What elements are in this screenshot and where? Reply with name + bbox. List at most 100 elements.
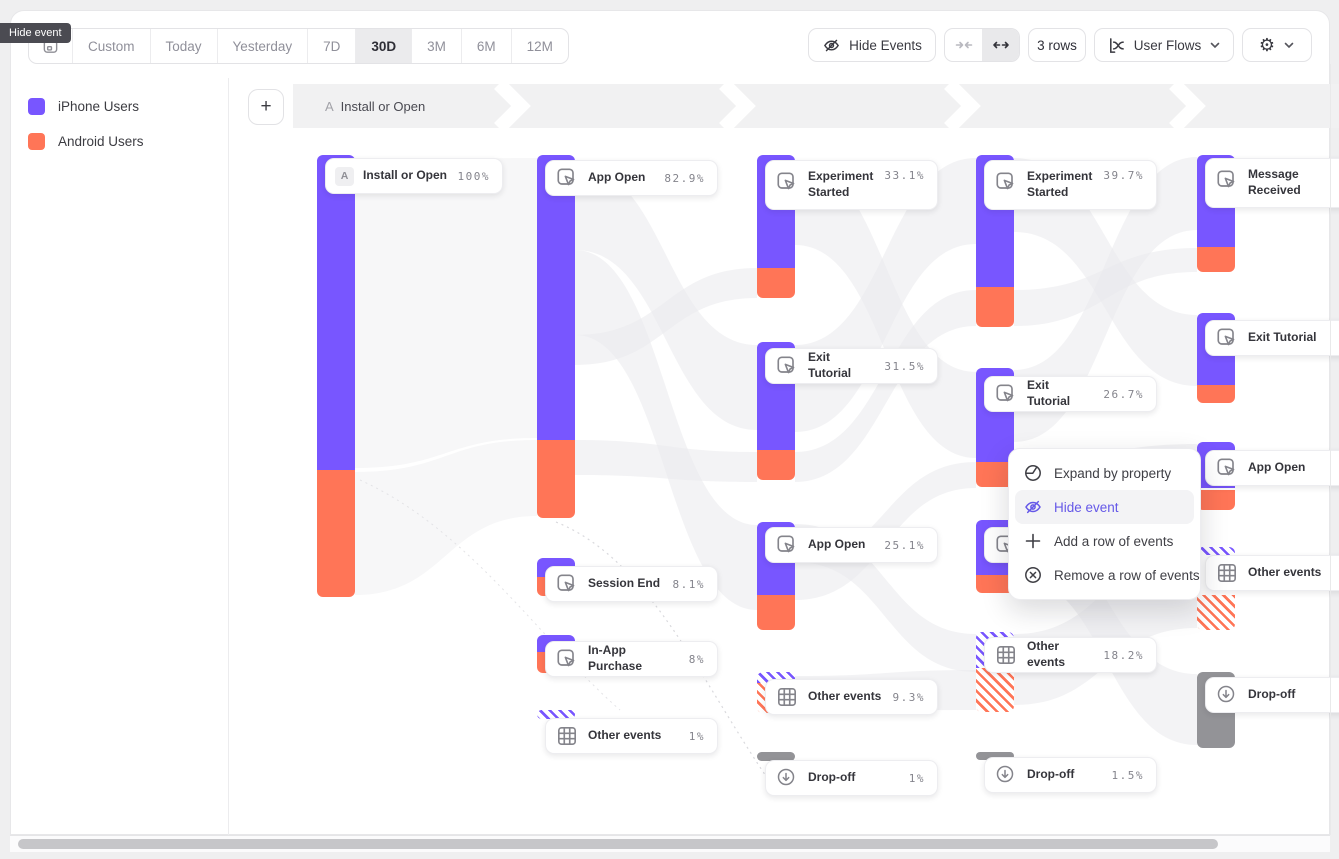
- flow-bar-drop-off-1-gray[interactable]: [757, 752, 795, 761]
- event-card-experiment-started-1[interactable]: Experiment Started 33.1%: [765, 160, 938, 210]
- grid-icon: [994, 643, 1018, 667]
- date-range-6m[interactable]: 6M: [460, 29, 511, 63]
- legend-label: Android Users: [58, 134, 144, 149]
- event-cursor-icon: [994, 170, 1018, 194]
- flow-bar-hidden-event-android[interactable]: [976, 575, 1014, 593]
- event-card-drop-off-3[interactable]: Drop-off: [1205, 677, 1339, 713]
- event-card-session-end[interactable]: Session End 8.1%: [545, 566, 718, 602]
- sidebar-divider: [228, 78, 229, 835]
- event-card-other-events-3[interactable]: Other events 18.2%: [984, 637, 1157, 673]
- flow-bar-install-or-open-iphone[interactable]: [317, 155, 355, 470]
- drop-off-icon: [775, 766, 799, 790]
- flow-bar-other-events-2-iphone-h[interactable]: [757, 672, 795, 683]
- flow-bar-other-events-1-iphone-h[interactable]: [537, 710, 575, 719]
- event-card-percent: 1%: [908, 771, 925, 785]
- spacing-toggle[interactable]: [944, 28, 1020, 62]
- collapse-columns-button[interactable]: [945, 29, 982, 61]
- event-card-other-events-4[interactable]: Other events: [1205, 555, 1339, 591]
- event-card-percent: 26.7%: [1103, 387, 1144, 401]
- add-step-button[interactable]: +: [248, 89, 284, 125]
- view-type-dropdown[interactable]: User Flows: [1094, 28, 1234, 62]
- event-card-exit-tutorial-2[interactable]: Exit Tutorial 26.7%: [984, 376, 1157, 412]
- menu-item-remove-a-row-of-events[interactable]: Remove a row of events: [1015, 558, 1200, 592]
- flow-bar-other-events-4-android-h[interactable]: [1197, 595, 1235, 630]
- path-step-letter: A: [325, 98, 334, 114]
- event-card-in-app-purchase[interactable]: In-App Purchase 8%: [545, 641, 718, 677]
- flow-bar-install-or-open-android[interactable]: [317, 470, 355, 597]
- date-range-12m[interactable]: 12M: [510, 29, 568, 63]
- event-card-other-events-1[interactable]: Other events 1%: [545, 718, 718, 754]
- flow-bar-exit-tutorial-3-android[interactable]: [1197, 385, 1235, 403]
- event-cursor-icon: [775, 354, 799, 378]
- event-card-exit-tutorial-3[interactable]: Exit Tutorial: [1205, 320, 1339, 356]
- event-card-other-events-2[interactable]: Other events 9.3%: [765, 679, 938, 715]
- flow-bar-message-received-android[interactable]: [1197, 247, 1235, 272]
- event-card-percent: 39.7%: [1103, 169, 1144, 182]
- event-cursor-icon: [775, 533, 799, 557]
- event-card-label: In-App Purchase: [588, 643, 643, 673]
- flow-bar-experiment-started-2-android[interactable]: [976, 287, 1014, 327]
- event-cursor-icon: [555, 647, 579, 671]
- event-card-label: Install or Open: [363, 168, 448, 183]
- event-card-app-open[interactable]: App Open 82.9%: [545, 160, 718, 196]
- flow-bar-experiment-started-1-android[interactable]: [757, 268, 795, 298]
- event-card-drop-off-1[interactable]: Drop-off 1%: [765, 760, 938, 796]
- drop-off-icon: [994, 763, 1018, 787]
- event-card-label: Other events: [1027, 639, 1066, 669]
- event-card-label: Drop-off: [1027, 767, 1075, 782]
- event-card-label: Exit Tutorial: [1027, 378, 1071, 408]
- legend-item-android-users[interactable]: Android Users: [28, 133, 144, 150]
- flow-bar-app-open-3-android[interactable]: [1197, 490, 1235, 510]
- flow-bar-other-events-3-android-h[interactable]: [976, 668, 1014, 712]
- legend-item-iphone-users[interactable]: iPhone Users: [28, 98, 139, 115]
- event-card-app-open-3[interactable]: App Open: [1205, 450, 1339, 486]
- event-card-label: App Open: [808, 537, 866, 552]
- event-card-drop-off-2[interactable]: Drop-off 1.5%: [984, 757, 1157, 793]
- event-card-percent: 31.5%: [884, 359, 925, 373]
- rows-count-button[interactable]: 3 rows: [1028, 28, 1086, 62]
- event-card-label: Other events: [1248, 565, 1322, 580]
- date-range-30d[interactable]: 30D: [355, 29, 412, 63]
- date-range-3m[interactable]: 3M: [411, 29, 461, 63]
- chevron-down-icon: [1283, 39, 1295, 51]
- menu-item-label: Remove a row of events: [1054, 567, 1200, 583]
- date-range-7d[interactable]: 7D: [307, 29, 355, 63]
- flow-bar-app-open-iphone[interactable]: [537, 155, 575, 440]
- menu-item-add-a-row-of-events[interactable]: Add a row of events: [1015, 524, 1194, 558]
- event-card-percent: 100%: [457, 169, 490, 183]
- date-range-yesterday[interactable]: Yesterday: [216, 29, 308, 63]
- event-card-install-or-open[interactable]: A Install or Open 100%: [325, 158, 503, 194]
- date-range-today[interactable]: Today: [149, 29, 217, 63]
- path-header-strip[interactable]: [293, 84, 1339, 128]
- eye-off-icon: [822, 36, 841, 55]
- drop-off-icon: [1215, 683, 1239, 707]
- event-card-percent: 9.3%: [892, 690, 925, 704]
- grid-icon: [555, 724, 579, 748]
- event-card-percent: 1%: [688, 729, 705, 743]
- flow-bar-exit-tutorial-1-android[interactable]: [757, 450, 795, 480]
- date-range-control[interactable]: Custom Today Yesterday 7D 30D 3M 6M 12M: [28, 28, 569, 64]
- horizontal-scrollbar-thumb[interactable]: [18, 839, 1218, 849]
- flow-bar-other-events-4-iphone-h[interactable]: [1197, 547, 1235, 555]
- event-card-exit-tutorial-1[interactable]: Exit Tutorial 31.5%: [765, 348, 938, 384]
- expand-columns-button[interactable]: [982, 29, 1019, 61]
- flow-bar-exit-tutorial-2-android[interactable]: [976, 462, 1014, 487]
- arrows-inward-icon: [955, 41, 972, 49]
- event-card-experiment-started-2[interactable]: Experiment Started 39.7%: [984, 160, 1157, 210]
- date-range-custom[interactable]: Custom: [72, 29, 150, 63]
- hide-events-button[interactable]: Hide Events: [808, 28, 936, 62]
- chevron-down-icon: [1209, 39, 1221, 51]
- menu-item-label: Add a row of events: [1054, 533, 1174, 549]
- legend-swatch: [28, 133, 45, 150]
- menu-item-expand-by-property[interactable]: Expand by property: [1015, 456, 1194, 490]
- flow-bar-app-open-android[interactable]: [537, 440, 575, 518]
- event-card-app-open-2[interactable]: App Open 25.1%: [765, 527, 938, 563]
- hide-event-tooltip: Hide event: [0, 23, 71, 43]
- settings-dropdown[interactable]: ⚙: [1242, 28, 1312, 62]
- remove-circle-icon: [1023, 565, 1043, 585]
- event-card-message-received[interactable]: Message Received: [1205, 158, 1339, 208]
- flow-bar-drop-off-2-gray[interactable]: [976, 752, 1014, 760]
- flow-bar-app-open-2-android[interactable]: [757, 595, 795, 630]
- menu-item-hide-event[interactable]: Hide event: [1015, 490, 1194, 524]
